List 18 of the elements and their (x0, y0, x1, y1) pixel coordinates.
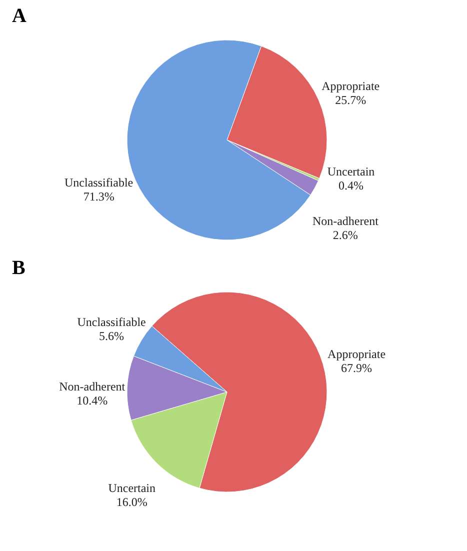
slice-label: Uncertain (327, 164, 375, 178)
data-label: 0.4% (338, 178, 364, 192)
slice-label: Non-adherent (59, 379, 126, 394)
data-label: 2.6% (332, 228, 358, 242)
slice-label: Appropriate (322, 78, 380, 93)
slice-label: Unclassifiable (77, 315, 146, 330)
slice-label: Uncertain (108, 480, 156, 495)
data-label: 67.9% (341, 360, 372, 375)
data-label: 71.3% (83, 189, 114, 204)
data-label: 25.7% (335, 92, 366, 107)
data-label: 5.6% (99, 329, 124, 344)
chart-title: A (12, 5, 27, 27)
slice-label: Appropriate (328, 346, 386, 361)
slice-label: Non-adherent (312, 214, 380, 228)
slice-label: Unclassifiable (64, 175, 134, 190)
chart-title: B (12, 257, 26, 279)
data-label: 10.4% (76, 393, 108, 408)
data-label: 16.0% (116, 494, 148, 509)
